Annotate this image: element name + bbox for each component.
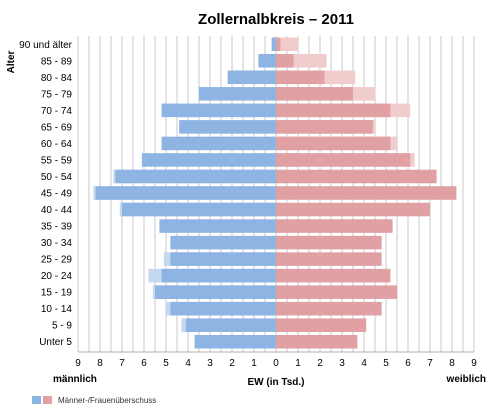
y-tick-label: 75 - 79: [41, 89, 73, 100]
legend-swatch-female-surplus: [43, 396, 52, 404]
x-tick-labels: 9 8 7 6 5 4 3 2 1 0 1 2 3 4 5 6 7 8 9: [75, 358, 477, 369]
female-bar-core: [276, 70, 325, 85]
y-tick-label: Unter 5: [39, 337, 72, 348]
x-tick-label: 7: [119, 358, 125, 369]
male-bar: [161, 103, 276, 118]
x-tick-label: 6: [141, 358, 147, 369]
y-tick-label: 10 - 14: [41, 304, 73, 315]
male-bar: [227, 70, 276, 85]
male-bar: [271, 37, 276, 52]
male-bar: [159, 219, 276, 233]
y-tick-label: 5 - 9: [52, 321, 72, 332]
female-bar-core: [276, 87, 353, 101]
y-tick-label: 25 - 29: [41, 255, 73, 266]
female-bar: [276, 285, 397, 299]
legend: Männer-/Frauenüberschuss: [32, 396, 156, 405]
female-bar: [276, 235, 382, 250]
y-tick-label: 70 - 74: [41, 106, 73, 117]
male-axis-label: männlich: [53, 374, 97, 385]
female-bar: [276, 252, 382, 266]
female-bar: [276, 334, 358, 349]
female-bar: [276, 268, 391, 283]
bars: [93, 37, 457, 349]
y-tick-label: 90 und älter: [19, 40, 72, 51]
y-tick-label: 15 - 19: [41, 288, 73, 299]
x-axis-label: EW (in Tsd.): [247, 377, 304, 388]
y-tick-label: 20 - 24: [41, 271, 73, 282]
x-tick-label: 2: [317, 358, 323, 369]
male-bar-core: [161, 268, 276, 283]
male-bar: [141, 153, 276, 167]
female-bar: [276, 318, 367, 332]
male-bar-core: [95, 186, 276, 200]
female-bar-core: [276, 103, 391, 118]
y-tick-label: 55 - 59: [41, 155, 73, 166]
male-bar-core: [115, 169, 277, 184]
male-bar: [161, 136, 276, 151]
y-tick-label: 85 - 89: [41, 56, 73, 67]
y-tick-label: 50 - 54: [41, 172, 73, 183]
x-tick-label: 3: [339, 358, 345, 369]
y-tick-label: 40 - 44: [41, 205, 73, 216]
female-bar: [276, 186, 457, 200]
x-tick-label: 3: [207, 358, 213, 369]
male-bar: [179, 120, 276, 134]
x-tick-label: 5: [163, 358, 169, 369]
x-tick-label: 9: [471, 358, 477, 369]
x-tick-label: 7: [427, 358, 433, 369]
legend-swatch-male-surplus: [32, 396, 41, 404]
male-bar: [194, 334, 276, 349]
male-bar-core: [170, 252, 276, 266]
female-bar: [276, 301, 382, 316]
y-tick-label: 60 - 64: [41, 139, 73, 150]
x-tick-label: 1: [295, 358, 301, 369]
male-bar-core: [122, 202, 276, 217]
x-tick-label: 6: [405, 358, 411, 369]
male-bar-core: [185, 318, 276, 332]
female-bar: [276, 169, 437, 184]
y-axis-label: Alter: [6, 51, 17, 74]
x-tick-label: 8: [97, 358, 103, 369]
female-bar: [276, 37, 298, 52]
x-tick-label: 2: [229, 358, 235, 369]
male-bar: [199, 87, 276, 101]
female-bar-core: [276, 54, 294, 68]
female-bar-core: [276, 153, 411, 167]
x-tick-label: 4: [361, 358, 367, 369]
y-tick-label: 80 - 84: [41, 73, 73, 84]
x-tick-label: 8: [449, 358, 455, 369]
x-tick-label: 1: [251, 358, 257, 369]
female-bar: [276, 219, 393, 233]
female-axis-label: weiblich: [446, 374, 486, 385]
x-tick-label: 9: [75, 358, 81, 369]
female-bar-core: [276, 136, 391, 151]
legend-label: Männer-/Frauenüberschuss: [58, 396, 156, 405]
male-bar: [258, 54, 276, 68]
male-bar-core: [170, 301, 276, 316]
y-tick-label: 65 - 69: [41, 122, 73, 133]
male-bar-core: [155, 285, 276, 299]
x-tick-label: 5: [383, 358, 389, 369]
x-tick-label: 0: [273, 358, 279, 369]
y-tick-labels: 90 und älter 85 - 89 80 - 84 75 - 79 70 - 74…: [19, 40, 72, 348]
female-bar-core: [276, 37, 281, 52]
female-bar-core: [276, 120, 373, 134]
female-bar: [276, 202, 430, 217]
y-tick-label: 35 - 39: [41, 222, 73, 233]
y-tick-label: 30 - 34: [41, 238, 73, 249]
y-tick-label: 45 - 49: [41, 189, 73, 200]
x-tick-label: 4: [185, 358, 191, 369]
chart-title: Zollernalbkreis – 2011: [198, 11, 354, 28]
male-bar: [170, 235, 276, 250]
